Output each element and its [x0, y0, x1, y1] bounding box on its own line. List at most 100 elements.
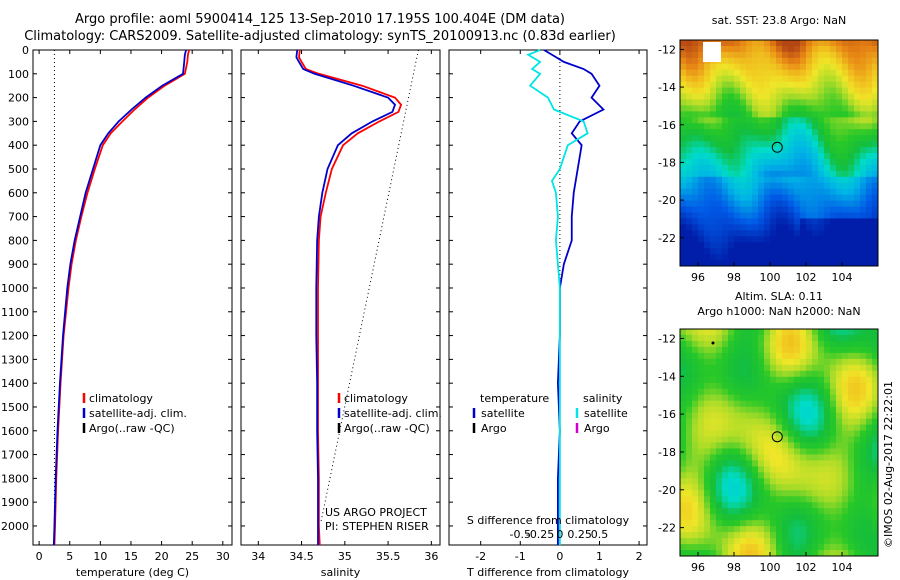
- sla_map-cell: [794, 352, 801, 360]
- sst_map-cell: [704, 248, 711, 255]
- sst_map-cell: [818, 57, 825, 65]
- sst_map-cell: [746, 135, 753, 142]
- sla_map-cell: [710, 442, 717, 449]
- sla_map-cell: [842, 358, 849, 366]
- sla_map-cell: [782, 418, 789, 425]
- sla_map-cell: [848, 370, 855, 378]
- sla_map-cell: [704, 400, 711, 408]
- sst_map-cell: [806, 206, 813, 213]
- sst_map-cell: [728, 51, 735, 59]
- sst_map-cell: [752, 40, 759, 47]
- sla_map-cell: [710, 550, 717, 557]
- sst_map-cell: [692, 117, 699, 124]
- sst_map-cell: [806, 164, 813, 172]
- sla_map-cell: [752, 436, 759, 443]
- sla_map-cell: [764, 370, 771, 378]
- sst_map-cell: [752, 260, 759, 267]
- sst_map-cell: [872, 81, 879, 88]
- sst_map-cell: [824, 141, 831, 148]
- sla_map-cell: [842, 538, 849, 545]
- sla_map-cell: [686, 538, 693, 545]
- sst_map-cell: [680, 153, 687, 160]
- sla_map-cell: [818, 496, 825, 503]
- sst_map-cell: [800, 99, 807, 106]
- sst_map-cell: [752, 117, 759, 124]
- sst_map-cell: [764, 40, 771, 47]
- sla_map-cell: [830, 346, 837, 354]
- sla_map-cell: [758, 448, 765, 455]
- sst_map-cell: [692, 170, 699, 178]
- sst_map-cell: [848, 135, 855, 142]
- sla_map-cell: [728, 526, 735, 533]
- sla_map-cell: [812, 376, 819, 384]
- sla_map-cell: [848, 502, 855, 509]
- sla_map-cell: [812, 472, 819, 479]
- sst_map-cell: [734, 158, 741, 166]
- salinity-xtick-label: 34.5: [289, 550, 314, 563]
- sla_map-cell: [680, 526, 687, 533]
- sst_map-cell: [716, 236, 723, 243]
- sla_map-cell: [692, 400, 699, 408]
- sla_map-cell: [686, 376, 693, 384]
- sla_map-cell: [812, 460, 819, 467]
- sst_map-cell: [758, 87, 765, 94]
- sla_map-cell: [752, 358, 759, 366]
- sla_map-cell: [818, 520, 825, 527]
- sst_map-cell: [860, 188, 867, 196]
- sst_map-cell: [848, 147, 855, 154]
- sst_map-cell: [842, 51, 849, 59]
- sla_map-cell: [752, 370, 759, 378]
- sst_map-cell: [710, 117, 717, 124]
- sst_map-cell: [776, 135, 783, 142]
- sla_map-cell: [746, 430, 753, 437]
- sst_map-cell: [698, 141, 705, 148]
- sla_map-cell: [740, 550, 747, 557]
- sst_map-cell: [728, 99, 735, 106]
- sst_map-cell: [854, 194, 861, 201]
- sst_map-cell: [716, 87, 723, 94]
- sst_map-cell: [854, 81, 861, 88]
- sla_map-cell: [704, 532, 711, 539]
- sla_map-cell: [692, 424, 699, 431]
- sst_map-cell: [722, 153, 729, 160]
- sst_map-cell: [710, 218, 717, 225]
- sla_map-cell: [836, 376, 843, 384]
- sla_map-cell: [806, 460, 813, 467]
- sla_map-cell: [752, 364, 759, 372]
- sla_map-cell: [818, 508, 825, 515]
- sst_map-cell: [680, 212, 687, 219]
- sst_map-cell: [824, 147, 831, 154]
- sla_map-cell: [854, 508, 861, 515]
- sla_map-cell: [776, 364, 783, 372]
- sla_map-cell: [740, 490, 747, 497]
- sst_map-cell: [824, 51, 831, 59]
- sla_map-cell: [770, 340, 777, 348]
- sst_map-cell: [680, 57, 687, 65]
- sla_map-cell: [698, 502, 705, 509]
- sla_map-cell: [734, 346, 741, 354]
- sla_map-cell: [740, 352, 747, 360]
- sst_map-cell: [722, 63, 729, 71]
- sla_map-cell: [818, 406, 825, 414]
- sst_map-cell: [824, 93, 831, 100]
- sst_map-cell: [770, 230, 777, 237]
- sst_map-cell: [698, 123, 705, 130]
- depth-tick-label: 700: [8, 211, 29, 224]
- sla_map-cell: [818, 358, 825, 366]
- sst_map-cell: [722, 147, 729, 154]
- sla_map-cell: [770, 472, 777, 479]
- sla_map-cell: [770, 538, 777, 545]
- sst_map-cell: [716, 153, 723, 160]
- sst_map-cell: [836, 170, 843, 178]
- sla_map-cell: [782, 358, 789, 366]
- sst_map-cell: [782, 164, 789, 172]
- sla_map-cell: [722, 442, 729, 449]
- sla_map-cell: [854, 448, 861, 455]
- sst_map-cell: [812, 242, 819, 249]
- sla_map-cell: [716, 329, 723, 336]
- sst_map-cell: [812, 170, 819, 178]
- sla_map-cell: [818, 448, 825, 455]
- sst_map-cell: [782, 135, 789, 142]
- sla_map-cell: [710, 412, 717, 419]
- sla_map-cell: [734, 329, 741, 336]
